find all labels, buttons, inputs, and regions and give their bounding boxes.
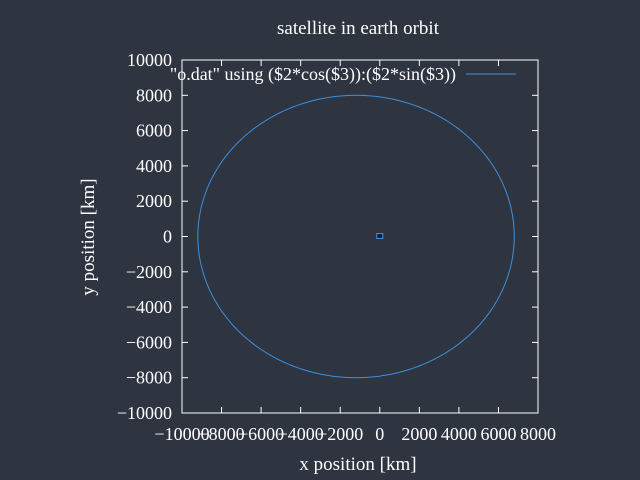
x-tick-label: −4000 bbox=[278, 424, 324, 444]
y-tick-label: 2000 bbox=[136, 191, 172, 211]
y-tick-label: 10000 bbox=[127, 50, 172, 70]
x-tick-label: 4000 bbox=[441, 424, 477, 444]
legend-label: "o.dat" using ($2*cos($3)):($2*sin($3)) bbox=[170, 64, 456, 85]
y-tick-label: 4000 bbox=[136, 156, 172, 176]
y-tick-label: 0 bbox=[163, 227, 172, 247]
x-tick-label: −8000 bbox=[198, 424, 244, 444]
y-tick-label: −10000 bbox=[117, 403, 172, 423]
x-tick-label: −6000 bbox=[238, 424, 284, 444]
y-tick-label: 6000 bbox=[136, 121, 172, 141]
chart-title: satellite in earth orbit bbox=[277, 18, 440, 39]
plot-area-border bbox=[181, 59, 539, 414]
legend: "o.dat" using ($2*cos($3)):($2*sin($3)) bbox=[170, 64, 516, 85]
y-axis-label: y position [km] bbox=[78, 178, 99, 295]
x-tick-label: −2000 bbox=[317, 424, 363, 444]
x-tick-label: 6000 bbox=[480, 424, 516, 444]
x-tick-label: 2000 bbox=[401, 424, 437, 444]
x-tick-label: 0 bbox=[375, 424, 384, 444]
x-tick-label: 8000 bbox=[520, 424, 556, 444]
y-tick-label: −4000 bbox=[126, 297, 172, 317]
earth-marker bbox=[376, 233, 384, 239]
y-tick-label: 8000 bbox=[136, 85, 172, 105]
y-tick-label: −6000 bbox=[126, 332, 172, 352]
x-axis: −10000−8000−6000−4000−2000 0 2000 4000 6000 8… bbox=[154, 60, 556, 444]
x-tick-label: −10000 bbox=[154, 424, 209, 444]
y-axis: −10000 −8000 −6000 −4000 −2000 0 2000 4000 6000 8… bbox=[117, 50, 538, 423]
earth-marker-inner bbox=[377, 234, 382, 238]
x-axis-label: x position [km] bbox=[299, 454, 416, 475]
y-tick-label: −8000 bbox=[126, 368, 172, 388]
y-tick-label: −2000 bbox=[126, 262, 172, 282]
series-line-orbit bbox=[197, 94, 515, 379]
